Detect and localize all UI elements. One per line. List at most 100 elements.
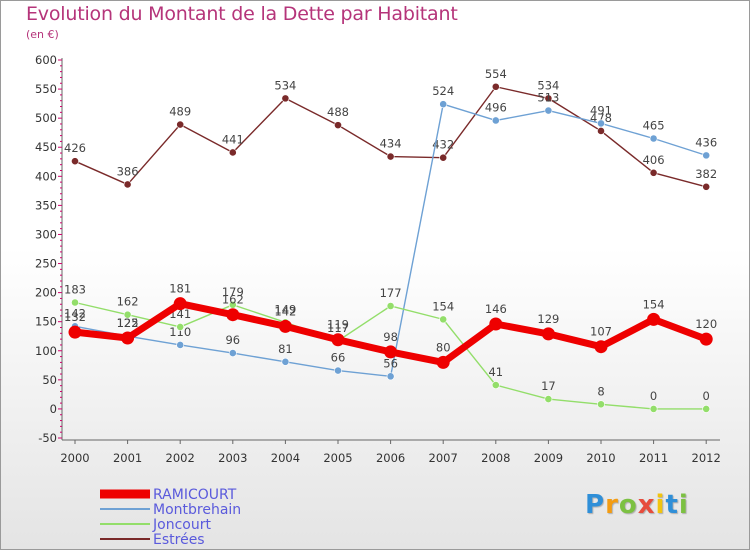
x-tick-label: 2009	[534, 451, 563, 465]
data-label: 534	[274, 78, 296, 92]
data-point	[331, 333, 345, 347]
data-point	[226, 308, 240, 322]
data-point	[228, 349, 237, 357]
x-tick-label: 2000	[60, 451, 89, 465]
data-label: 8	[597, 384, 604, 398]
x-tick-label: 2001	[113, 451, 142, 465]
data-label: 491	[590, 103, 612, 117]
data-label: 81	[278, 342, 293, 356]
logo-letter: i	[678, 490, 689, 520]
data-point	[649, 134, 658, 143]
series-ramicourt: 132 122 181 162 142 119 98 80 146 129 107 154 120	[64, 282, 717, 369]
data-label: 406	[643, 153, 665, 167]
data-point	[491, 82, 500, 91]
data-point	[491, 116, 500, 125]
data-label: 117	[327, 321, 349, 335]
data-point	[597, 400, 605, 409]
data-point	[541, 327, 555, 341]
y-tick-label: 600	[35, 53, 57, 67]
data-point	[597, 127, 605, 135]
data-label: 162	[222, 293, 244, 307]
data-point	[176, 323, 185, 331]
data-label: 56	[383, 356, 398, 370]
data-point	[594, 340, 608, 354]
data-point	[228, 148, 237, 157]
data-point	[649, 405, 658, 413]
data-label: 0	[650, 389, 657, 403]
y-tick-label: 200	[35, 286, 57, 300]
series-montbrehain: 142 125 110 96 81 66 56 524 496 513 491 465 436	[64, 84, 717, 381]
data-label: 465	[643, 119, 665, 133]
data-point	[439, 100, 448, 109]
data-label: 66	[331, 351, 346, 365]
data-label: 129	[537, 312, 559, 326]
data-point	[386, 152, 395, 161]
data-point	[647, 312, 661, 326]
data-label: 146	[485, 302, 507, 316]
data-point	[491, 381, 500, 389]
y-tick-label: 100	[35, 344, 57, 358]
x-tick-label: 2005	[323, 451, 352, 465]
x-tick-label: 2004	[271, 451, 300, 465]
data-point	[544, 395, 553, 403]
data-label: 154	[643, 297, 665, 311]
data-point	[123, 310, 132, 319]
data-label: 41	[488, 365, 503, 379]
data-label: 524	[432, 84, 454, 98]
data-label: 534	[537, 78, 559, 92]
y-tick-label: 150	[35, 315, 57, 329]
data-label: 488	[327, 105, 349, 119]
legend-label: Montbrehain	[153, 502, 241, 518]
data-point	[176, 341, 185, 349]
data-point	[439, 153, 448, 162]
data-point	[489, 317, 503, 331]
y-tick-label: 500	[35, 111, 57, 125]
data-label: 432	[432, 138, 454, 152]
data-point	[281, 94, 290, 103]
data-label: 154	[432, 299, 454, 313]
data-label: 119	[327, 318, 349, 332]
data-point	[68, 325, 82, 339]
y-tick-label: 250	[35, 257, 57, 271]
y-tick-label: 350	[35, 198, 57, 212]
y-tick-label: 550	[35, 82, 57, 96]
data-label: 489	[169, 105, 191, 119]
data-point	[439, 315, 448, 324]
x-tick-label: 2012	[692, 451, 721, 465]
data-label: 554	[485, 67, 507, 81]
x-tick-label: 2010	[586, 451, 615, 465]
data-point	[281, 357, 290, 366]
data-label: 142	[274, 304, 296, 318]
data-label: 122	[117, 316, 139, 330]
x-tick-label: 2011	[639, 451, 668, 465]
data-label: 80	[436, 340, 451, 354]
data-label: 17	[541, 379, 556, 393]
data-label: 441	[222, 132, 244, 146]
data-point	[649, 168, 658, 177]
x-tick-label: 2008	[481, 451, 510, 465]
data-point	[702, 182, 711, 191]
data-label: 149	[274, 302, 296, 316]
data-point	[173, 297, 187, 311]
data-label: 434	[380, 137, 402, 151]
proxiti-logo: Proxiti	[585, 490, 689, 520]
x-tick-label: 2002	[166, 451, 195, 465]
data-point	[334, 121, 342, 130]
data-point	[176, 120, 185, 129]
logo-letter: i	[655, 490, 666, 520]
data-point	[71, 157, 79, 166]
data-label: 183	[64, 283, 86, 297]
data-point	[597, 119, 605, 128]
data-point	[544, 94, 553, 103]
data-label: 125	[117, 316, 139, 330]
data-point	[702, 151, 711, 160]
data-label: 142	[64, 306, 86, 320]
y-tick-label: 400	[35, 169, 57, 183]
data-label: 386	[117, 164, 139, 178]
data-label: 110	[169, 325, 191, 339]
data-label: 96	[225, 333, 240, 347]
data-point	[278, 319, 292, 333]
legend-label: Joncourt	[152, 517, 211, 533]
data-point	[334, 366, 342, 375]
